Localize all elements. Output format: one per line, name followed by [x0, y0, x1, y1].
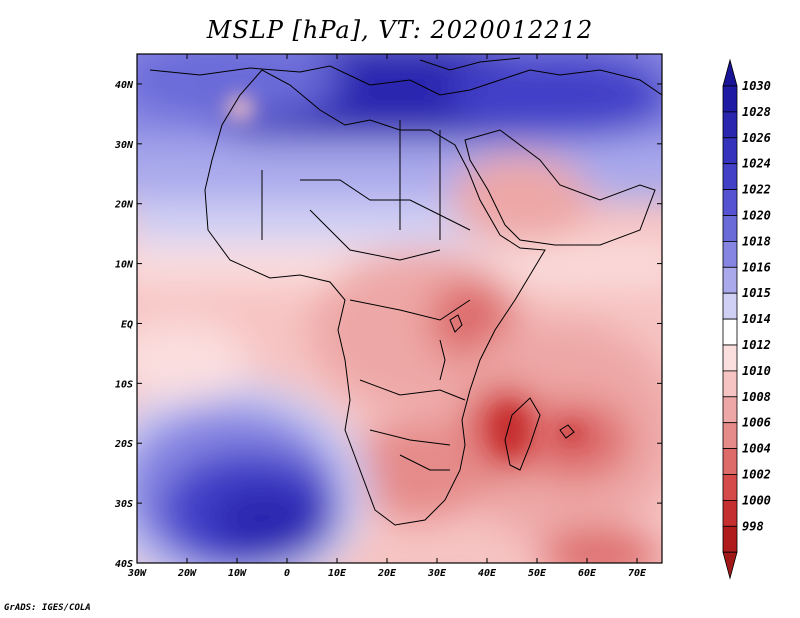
coastlines: [149, 57, 662, 526]
map-title: MSLP [hPa], VT: 2020012212: [206, 16, 594, 44]
lat-tick-label: 10S: [115, 379, 133, 390]
colorbar-label: 1028: [742, 105, 771, 119]
axis-ticks: 30W 20W 10W 0 10E 20E 30E 40E 50E 60E 70E 40N 30N 20N…: [114, 54, 662, 579]
lon-tick-label: 30W: [127, 568, 147, 579]
colorbar-label: 1012: [742, 338, 771, 352]
lat-tick-label: 40N: [115, 80, 134, 91]
lat-tick-label: 30N: [114, 140, 134, 151]
colorbar-label: 1018: [742, 234, 771, 248]
colorbar-label: 1020: [742, 209, 771, 223]
lat-tick-label: EQ: [121, 319, 133, 330]
colorbar-label: 1022: [742, 183, 771, 197]
lon-tick-label: 60E: [578, 568, 597, 579]
colorbar-swatch: [722, 344, 738, 372]
colorbar-swatch: [722, 163, 738, 190]
colorbar-label: 1004: [742, 442, 771, 456]
lat-tick-label: 30S: [114, 499, 133, 510]
colorbar-swatch: [722, 525, 738, 553]
lon-tick-label: 10E: [328, 568, 347, 579]
lon-tick-label: 20E: [377, 568, 397, 579]
colorbar-label: 1014: [742, 312, 771, 326]
colorbar-swatch: [722, 85, 738, 113]
colorbar-swatch: [722, 292, 738, 320]
colorbar-label: 1015: [742, 286, 771, 300]
colorbar-swatch: [722, 111, 738, 139]
pressure-field: [137, 54, 662, 563]
lon-tick-label: 70E: [628, 568, 647, 579]
colorbar-label: 1006: [742, 416, 771, 430]
colorbar-swatch: [722, 240, 738, 268]
colorbar-label: 1010: [742, 364, 771, 378]
colorbar-label: 1024: [742, 157, 771, 171]
colorbar-label: 1026: [742, 131, 771, 145]
lat-tick-label: 20N: [114, 200, 134, 211]
colorbar: 1030 1028 1026 1024 1022 1020 1018 1016 1015 1014…: [722, 58, 771, 580]
lon-tick-label: 50E: [528, 568, 547, 579]
colorbar-swatch: [722, 137, 738, 165]
colorbar-label: 1000: [742, 493, 771, 507]
colorbar-label: 998: [742, 519, 764, 533]
lon-tick-label: 0: [284, 568, 290, 579]
lat-tick-label: 20S: [114, 439, 133, 450]
plot-frame: [136, 53, 663, 564]
colorbar-swatch: [722, 318, 738, 346]
colorbar-swatch: [722, 396, 738, 424]
colorbar-top-triangle: [722, 58, 738, 87]
colorbar-swatch: [722, 370, 738, 398]
colorbar-swatch: [722, 499, 738, 527]
colorbar-label: 1016: [742, 260, 771, 274]
lat-tick-label: 40S: [115, 559, 133, 570]
colorbar-swatch: [722, 448, 738, 475]
colorbar-swatch: [722, 266, 738, 294]
lon-tick-label: 30E: [427, 568, 447, 579]
lon-tick-label: 10W: [228, 568, 247, 579]
lat-tick-label: 10N: [115, 260, 134, 271]
lon-tick-label: 40E: [478, 568, 497, 579]
colorbar-label: 1008: [742, 390, 771, 404]
credit-label: GrADS: IGES/COLA: [4, 603, 91, 613]
colorbar-swatch: [722, 422, 738, 450]
colorbar-swatch: [722, 474, 738, 501]
lon-tick-label: 20W: [177, 568, 197, 579]
colorbar-bottom-triangle: [722, 551, 738, 580]
colorbar-label: 1030: [742, 79, 771, 93]
colorbar-swatch: [722, 189, 738, 216]
colorbar-swatch: [722, 215, 738, 242]
colorbar-label: 1002: [742, 468, 771, 482]
